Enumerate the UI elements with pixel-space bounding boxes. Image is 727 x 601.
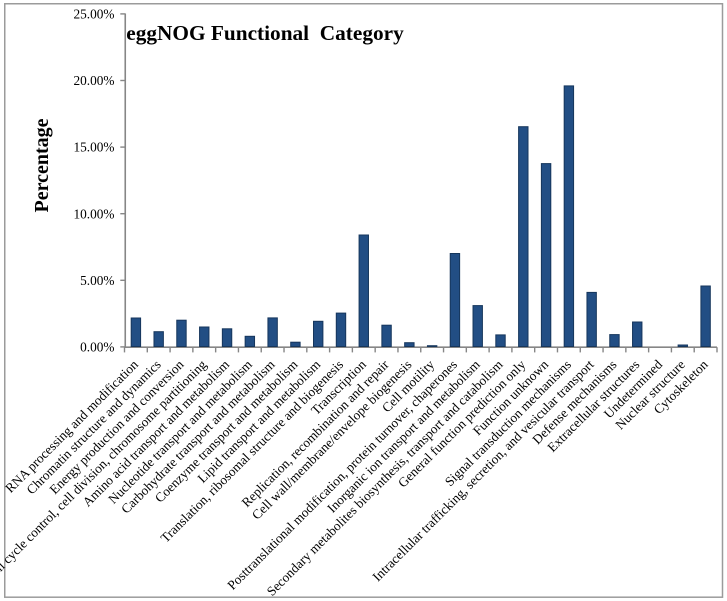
svg-text:Percentage: Percentage bbox=[31, 118, 53, 212]
svg-text:25.00%: 25.00% bbox=[74, 7, 115, 22]
svg-text:15.00%: 15.00% bbox=[74, 140, 115, 155]
svg-text:5.00%: 5.00% bbox=[80, 273, 114, 288]
svg-text:eggNOG Functional Category: eggNOG Functional Category bbox=[126, 21, 404, 45]
svg-text:10.00%: 10.00% bbox=[74, 206, 115, 221]
svg-text:0.00%: 0.00% bbox=[80, 340, 114, 355]
svg-text:20.00%: 20.00% bbox=[74, 73, 115, 88]
